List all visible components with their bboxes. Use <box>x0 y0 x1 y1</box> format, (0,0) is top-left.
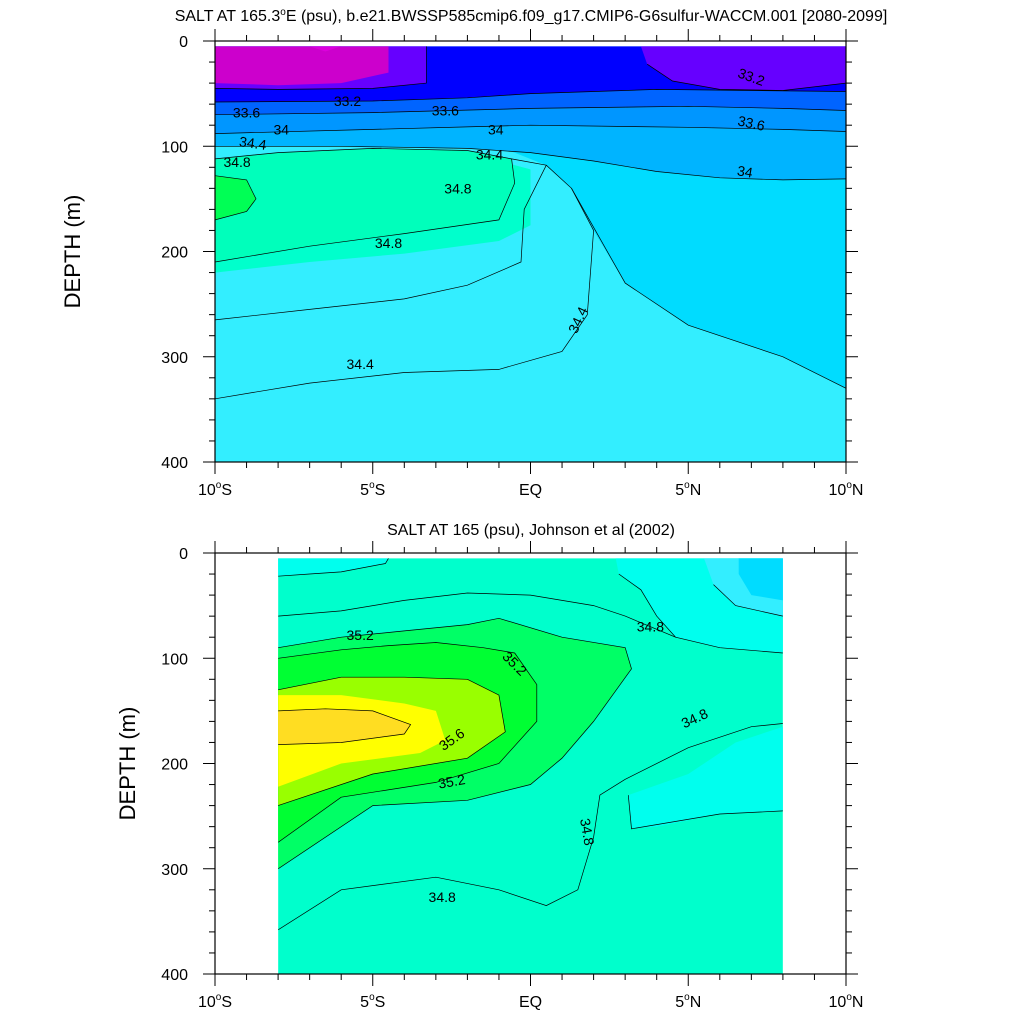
contour-label: 34.8 <box>375 235 402 251</box>
chart-title: SALT AT 165.3oE (psu), b.e21.BWSSP585cmi… <box>175 7 888 25</box>
contour-label: 33.2 <box>334 93 361 109</box>
contour-label: 34.4 <box>238 133 267 153</box>
contour-line <box>278 617 632 870</box>
contour-line <box>627 795 783 830</box>
x-tick-label: EQ <box>519 994 542 1011</box>
contour-line <box>215 105 846 116</box>
contour-label: 33.6 <box>432 102 459 118</box>
contour-line <box>215 46 427 90</box>
contour-line <box>215 145 846 181</box>
contour-line <box>215 89 846 103</box>
contour-line <box>215 175 257 221</box>
contour-field: 35.235.234.835.635.234.834.834.8 <box>278 558 783 974</box>
contour-band-34.4 <box>511 151 846 389</box>
y-tick-label: 100 <box>161 651 188 668</box>
y-axis-label: DEPTH (m) <box>60 195 85 309</box>
contour-band-32.9 <box>309 46 342 52</box>
x-tick-label: 10oS <box>198 480 232 499</box>
contour-band-34.6 <box>628 726 783 829</box>
contour-label: 34.8 <box>637 619 664 635</box>
y-tick-label: 400 <box>161 967 188 984</box>
bottom-panel: 35.235.234.835.635.234.834.834.801002003… <box>115 522 863 1011</box>
y-tick-label: 100 <box>161 139 188 156</box>
contour-line <box>278 558 389 577</box>
contour-label: 34.8 <box>429 889 456 905</box>
contour-band-33 <box>215 46 389 86</box>
y-axis-label: DEPTH (m) <box>115 707 140 821</box>
contour-label: 33.6 <box>233 105 260 121</box>
contour-label: 33.6 <box>736 112 766 133</box>
contour-line <box>647 63 846 91</box>
contour-label: 35.2 <box>347 627 374 643</box>
contour-label: 34.8 <box>577 817 598 847</box>
contour-line <box>618 573 783 654</box>
contour-label: 34.8 <box>444 180 471 196</box>
y-tick-label: 200 <box>161 757 188 774</box>
y-tick-label: 300 <box>161 350 188 367</box>
x-tick-label: 10oN <box>829 480 864 499</box>
contour-band-33.2 <box>640 46 846 91</box>
contour-band-35.6 <box>278 708 411 745</box>
contour-line <box>215 148 594 400</box>
x-tick-label: 5oN <box>675 480 701 499</box>
y-tick-label: 300 <box>161 862 188 879</box>
y-tick-label: 0 <box>179 546 188 563</box>
x-tick-label: 5oS <box>360 480 385 499</box>
contour-label: 34 <box>488 121 504 137</box>
contour-line <box>278 708 412 745</box>
contour-line <box>278 676 506 806</box>
contour-line <box>278 642 538 843</box>
contour-line <box>571 188 846 389</box>
contour-band-34.6 <box>278 558 389 577</box>
y-tick-label: 200 <box>161 245 188 262</box>
contour-band-34.8 <box>215 148 515 262</box>
contour-line <box>215 124 846 134</box>
contour-line <box>215 165 547 321</box>
y-tick-label: 400 <box>161 455 188 472</box>
contour-label: 34 <box>736 162 754 180</box>
top-panel: 33.233.233.6 33.633.634 343434.434.434.834… <box>60 7 887 499</box>
x-tick-label: 5oN <box>675 992 701 1011</box>
chart-title: SALT AT 165 (psu), Johnson et al (2002) <box>387 522 675 539</box>
contour-line <box>215 158 516 263</box>
contour-label: 34.4 <box>476 147 503 163</box>
contour-band-35 <box>215 175 256 220</box>
contour-label: 34.8 <box>223 154 250 170</box>
contour-field: 33.233.233.6 33.633.634 343434.434.434.834… <box>215 46 846 462</box>
x-tick-label: 10oS <box>198 992 232 1011</box>
contour-band-34.3 <box>738 558 783 601</box>
contour-label: 34.4 <box>347 356 374 372</box>
contour-band-33.6 <box>215 89 846 115</box>
contour-line <box>713 584 783 617</box>
contour-label: 35.2 <box>437 771 467 792</box>
contour-line <box>278 723 783 931</box>
contour-label: 34 <box>273 121 289 137</box>
x-tick-label: 5oS <box>360 992 385 1011</box>
x-tick-label: EQ <box>519 482 542 499</box>
contour-line <box>278 592 676 638</box>
x-tick-label: 10oN <box>829 992 864 1011</box>
y-tick-label: 0 <box>179 34 188 51</box>
contour-band-33.8 <box>215 106 846 134</box>
